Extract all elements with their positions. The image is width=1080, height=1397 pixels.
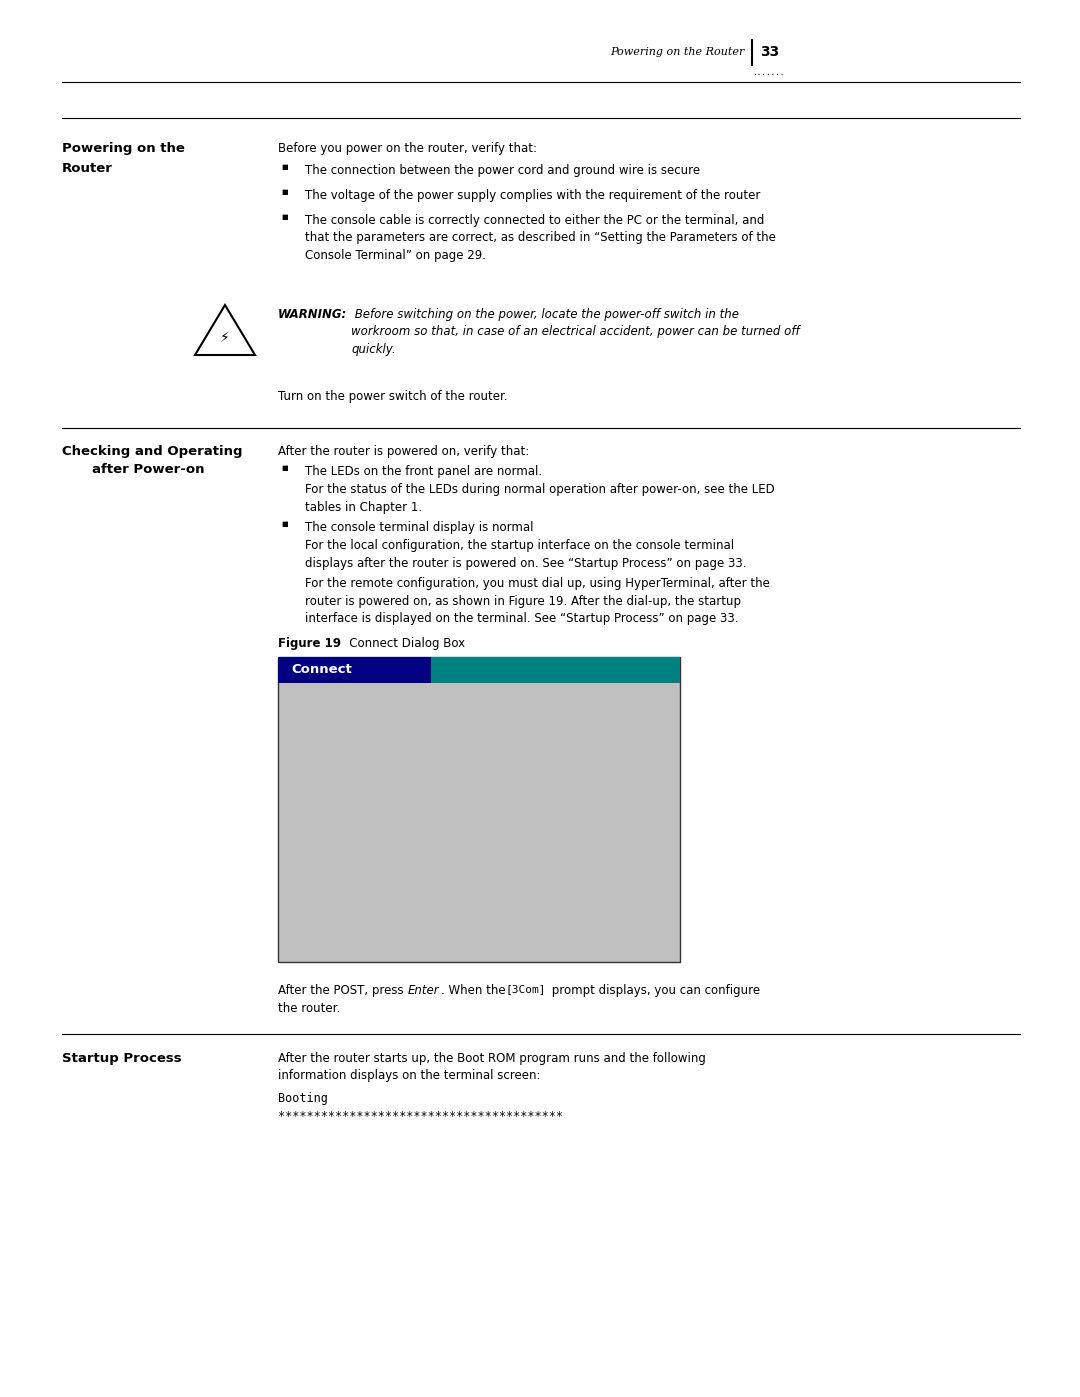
Text: Checking and Operating: Checking and Operating bbox=[62, 446, 243, 458]
Text: ■: ■ bbox=[282, 214, 288, 219]
Text: For the local configuration, the startup interface on the console terminal
displ: For the local configuration, the startup… bbox=[305, 539, 746, 570]
Text: 33: 33 bbox=[760, 45, 780, 59]
Text: For the remote configuration, you must dial up, using HyperTerminal, after the
r: For the remote configuration, you must d… bbox=[305, 577, 770, 624]
Text: the router.: the router. bbox=[278, 1002, 340, 1016]
Text: After the router starts up, the Boot ROM program runs and the following
informat: After the router starts up, the Boot ROM… bbox=[278, 1052, 706, 1083]
Text: ■: ■ bbox=[282, 189, 288, 196]
Text: After the POST, press: After the POST, press bbox=[278, 983, 407, 997]
Bar bbox=[278, 657, 431, 683]
Text: Figure 19: Figure 19 bbox=[278, 637, 341, 650]
Text: WARNING:: WARNING: bbox=[278, 307, 348, 321]
Text: Connect Dialog Box: Connect Dialog Box bbox=[338, 637, 465, 650]
Text: ■: ■ bbox=[282, 465, 288, 471]
Text: ■: ■ bbox=[282, 521, 288, 527]
Text: The connection between the power cord and ground wire is secure: The connection between the power cord an… bbox=[305, 163, 700, 177]
Text: Powering on the: Powering on the bbox=[62, 142, 185, 155]
Text: prompt displays, you can configure: prompt displays, you can configure bbox=[548, 983, 760, 997]
Text: . When the: . When the bbox=[441, 983, 510, 997]
Bar bbox=[431, 657, 680, 683]
Text: The console terminal display is normal: The console terminal display is normal bbox=[305, 521, 534, 534]
Text: ■: ■ bbox=[282, 163, 288, 170]
Bar bbox=[278, 657, 680, 963]
Text: The voltage of the power supply complies with the requirement of the router: The voltage of the power supply complies… bbox=[305, 189, 760, 203]
Text: For the status of the LEDs during normal operation after power-on, see the LED
t: For the status of the LEDs during normal… bbox=[305, 483, 774, 514]
Text: The console cable is correctly connected to either the PC or the terminal, and
t: The console cable is correctly connected… bbox=[305, 214, 775, 263]
Text: Startup Process: Startup Process bbox=[62, 1052, 181, 1065]
Text: Powering on the Router: Powering on the Router bbox=[610, 47, 745, 57]
Text: Connect: Connect bbox=[291, 664, 352, 676]
Text: The LEDs on the front panel are normal.: The LEDs on the front panel are normal. bbox=[305, 465, 542, 478]
Text: Turn on the power switch of the router.: Turn on the power switch of the router. bbox=[278, 390, 508, 402]
Text: after Power-on: after Power-on bbox=[92, 462, 204, 476]
Text: Enter: Enter bbox=[408, 983, 440, 997]
Text: [3Com]: [3Com] bbox=[507, 983, 546, 995]
Text: Before you power on the router, verify that:: Before you power on the router, verify t… bbox=[278, 142, 537, 155]
Text: ⚡: ⚡ bbox=[220, 331, 230, 345]
Text: Booting: Booting bbox=[278, 1092, 328, 1105]
Text: ****************************************: **************************************** bbox=[278, 1111, 563, 1123]
Text: Router: Router bbox=[62, 162, 113, 175]
Text: Before switching on the power, locate the power-off switch in the
workroom so th: Before switching on the power, locate th… bbox=[351, 307, 799, 356]
Text: .......: ....... bbox=[752, 68, 784, 77]
Text: After the router is powered on, verify that:: After the router is powered on, verify t… bbox=[278, 446, 529, 458]
